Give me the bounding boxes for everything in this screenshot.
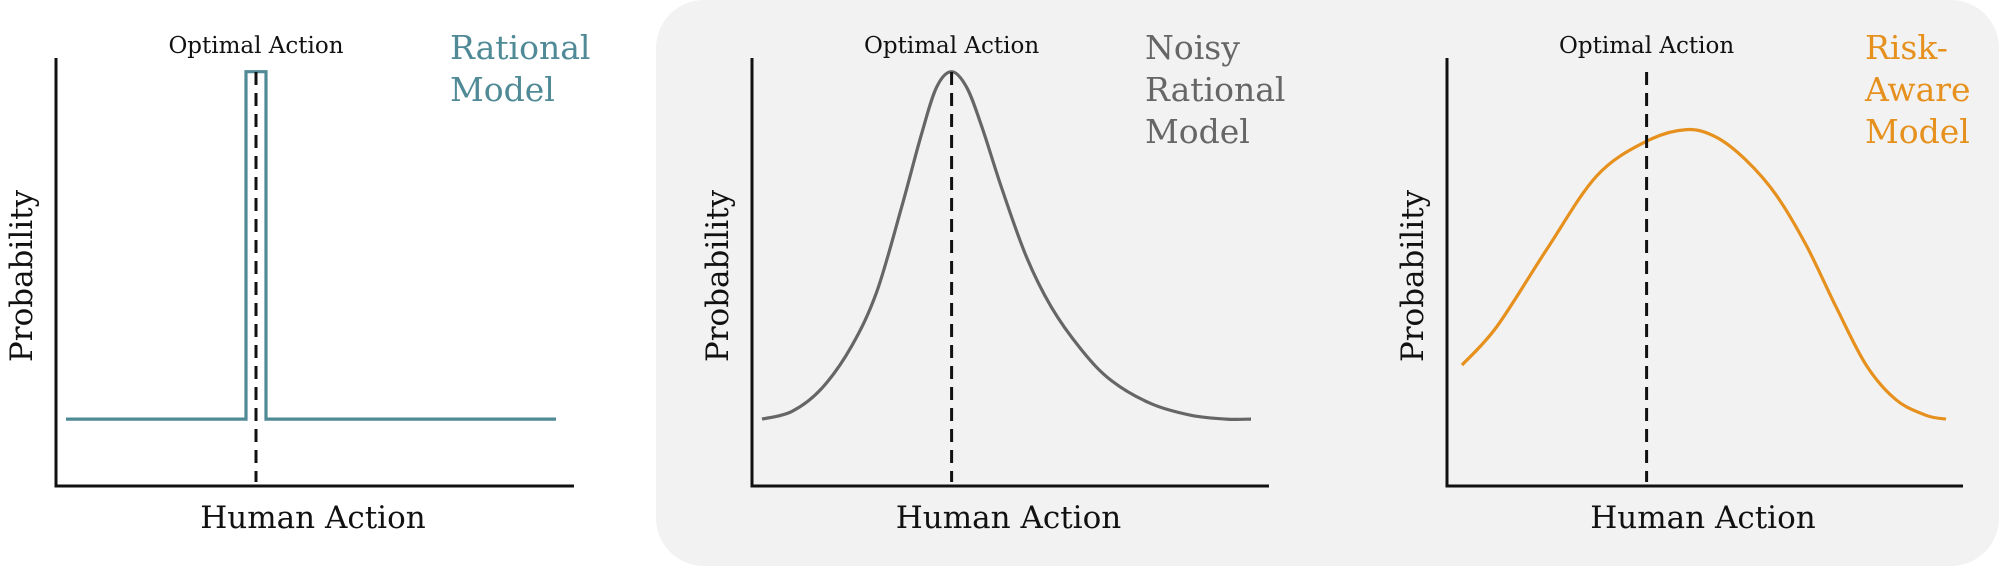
series-line bbox=[761, 70, 1252, 422]
model-title-line: Rational bbox=[1145, 70, 1285, 109]
series-line bbox=[66, 70, 556, 421]
y-axis-label: Probability bbox=[4, 189, 40, 362]
model-title-line: Risk- bbox=[1865, 28, 1948, 67]
model-title-line: Model bbox=[1865, 112, 1970, 151]
x-axis-label: Human Action bbox=[896, 500, 1121, 536]
y-axis-label: Probability bbox=[1395, 189, 1431, 362]
panel-1: Optimal Action Human Action Probability Rat… bbox=[4, 28, 590, 536]
highlight-background bbox=[656, 0, 1999, 566]
model-title-line: Model bbox=[1145, 112, 1250, 151]
series-line bbox=[1460, 127, 1947, 421]
model-title-line: Noisy bbox=[1145, 28, 1240, 67]
optimal-action-label: Optimal Action bbox=[1559, 33, 1734, 59]
optimal-action-label: Optimal Action bbox=[168, 33, 343, 59]
panel-3: Optimal Action Human Action Probability Ris… bbox=[1395, 28, 1971, 536]
x-axis-label: Human Action bbox=[200, 500, 425, 536]
optimal-action-label: Optimal Action bbox=[864, 33, 1039, 59]
model-title-line: Model bbox=[450, 70, 555, 109]
panel-2: Optimal Action Human Action Probability Noi… bbox=[656, 0, 1999, 566]
x-axis-label: Human Action bbox=[1590, 500, 1815, 536]
y-axis-label: Probability bbox=[700, 189, 736, 362]
model-title-line: Aware bbox=[1864, 70, 1971, 109]
model-title-line: Rational bbox=[450, 28, 590, 67]
